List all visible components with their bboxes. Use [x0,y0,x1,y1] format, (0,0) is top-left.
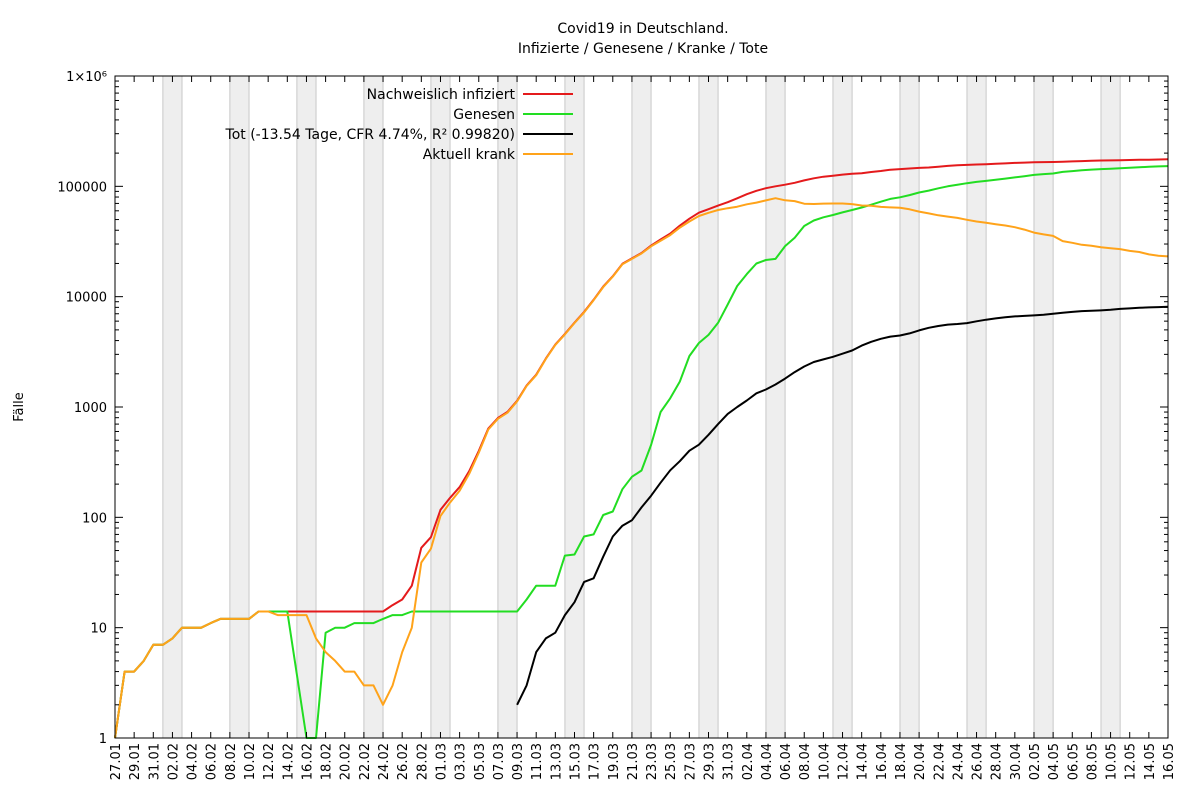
x-tick-label: 30.04 [1009,743,1024,780]
x-tick-label: 24.02 [377,743,392,780]
x-tick-label: 26.04 [971,743,986,780]
y-tick-label: 1000 [74,401,107,416]
chart-title-line-2: Infizierte / Genesene / Kranke / Tote [518,41,768,57]
y-tick-label: 100 [82,511,107,526]
x-tick-label: 06.04 [779,743,794,780]
x-tick-label: 19.03 [607,743,622,780]
x-tick-label: 29.03 [703,743,718,780]
x-tick-label: 18.04 [894,743,909,780]
y-tick-label: 10000 [66,291,107,306]
weekend-band [296,76,317,738]
legend: Nachweislich infiziert Genesen Tot (-13.54… [225,87,573,163]
x-tick-label: 22.04 [932,743,947,780]
weekend-band [1100,76,1121,738]
x-tick-label: 08.04 [798,743,813,780]
x-tick-label: 13.03 [549,743,564,780]
x-tick-label: 25.03 [664,743,679,780]
x-tick-label: 04.04 [760,743,775,780]
weekend-band [363,76,384,738]
x-tick-label: 27.03 [683,743,698,780]
x-tick-label: 23.03 [645,743,660,780]
weekend-band [899,76,920,738]
weekend-band [1033,76,1054,738]
weekend-band [430,76,451,738]
x-tick-label: 14.02 [281,743,296,780]
x-tick-label: 11.03 [530,743,545,780]
series-lines [114,158,1169,739]
weekend-band [162,76,183,738]
y-axis: 1 10 100 1000 10000 100000 1×10⁶ [57,70,1168,747]
x-tick-label: 10.04 [817,743,832,780]
x-tick-label: 01.03 [434,743,449,780]
legend-label: Genesen [453,107,515,123]
x-tick-label: 22.02 [358,743,373,780]
x-tick-label: 20.02 [339,743,354,780]
weekend-band [564,76,585,738]
weekend-shading [162,76,1169,738]
x-tick-label: 17.03 [588,743,603,780]
x-tick-label: 06.05 [1066,743,1081,780]
x-tick-label: 09.03 [511,743,526,780]
x-tick-label: 26.02 [396,743,411,780]
y-tick-label: 100000 [57,180,107,195]
x-tick-label: 04.02 [186,743,201,780]
weekend-band [497,76,518,738]
y-tick-label: 1×10⁶ [66,70,107,85]
x-tick-label: 08.05 [1085,743,1100,780]
x-tick-label: 10.02 [243,743,258,780]
x-tick-label: 28.02 [415,743,430,780]
weekend-band [765,76,786,738]
x-tick-label: 06.02 [205,743,220,780]
x-tick-label: 12.05 [1124,743,1139,780]
x-tick-label: 12.02 [262,743,277,780]
y-tick-label: 1 [99,732,107,747]
x-tick-label: 15.03 [568,743,583,780]
x-tick-label: 14.04 [856,743,871,780]
x-tick-label: 28.04 [990,743,1005,780]
y-tick-label: 10 [90,622,107,637]
x-tick-label: 08.02 [224,743,239,780]
x-tick-label: 12.04 [837,743,852,780]
series-line-1 [114,165,1169,739]
series-line-2 [516,305,1169,706]
series-line-3 [114,197,1169,739]
x-tick-label: 20.04 [913,743,928,780]
chart-title-line-1: Covid19 in Deutschland. [557,21,728,37]
x-tick-label: 07.03 [492,743,507,780]
x-tick-label: 29.01 [128,743,143,780]
weekend-band [832,76,853,738]
x-tick-label: 16.04 [875,743,890,780]
x-tick-label: 31.03 [722,743,737,780]
x-tick-label: 18.02 [320,743,335,780]
weekend-band [966,76,987,738]
x-tick-label: 10.05 [1105,743,1120,780]
y-axis-label: Fälle [12,392,27,421]
x-tick-label: 05.03 [473,743,488,780]
x-tick-label: 03.03 [454,743,469,780]
x-tick-label: 02.04 [741,743,756,780]
x-tick-label: 16.05 [1162,743,1177,780]
weekend-band [229,76,250,738]
x-tick-label: 14.05 [1143,743,1158,780]
weekend-band [698,76,719,738]
x-tick-label: 31.01 [147,743,162,780]
legend-label: Aktuell krank [423,147,516,163]
x-tick-label: 16.02 [300,743,315,780]
legend-label: Nachweislich infiziert [367,87,516,103]
x-axis: 27.01 29.01 31.01 02.02 04.02 06.02 08.02 10.02… [109,76,1177,780]
x-tick-label: 21.03 [626,743,641,780]
x-tick-label: 02.02 [166,743,181,780]
x-tick-label: 02.05 [1028,743,1043,780]
x-tick-label: 27.01 [109,743,124,780]
x-tick-label: 04.05 [1047,743,1062,780]
weekend-band [631,76,652,738]
x-tick-label: 24.04 [951,743,966,780]
legend-label: Tot (-13.54 Tage, CFR 4.74%, R² 0.99820) [225,127,515,143]
